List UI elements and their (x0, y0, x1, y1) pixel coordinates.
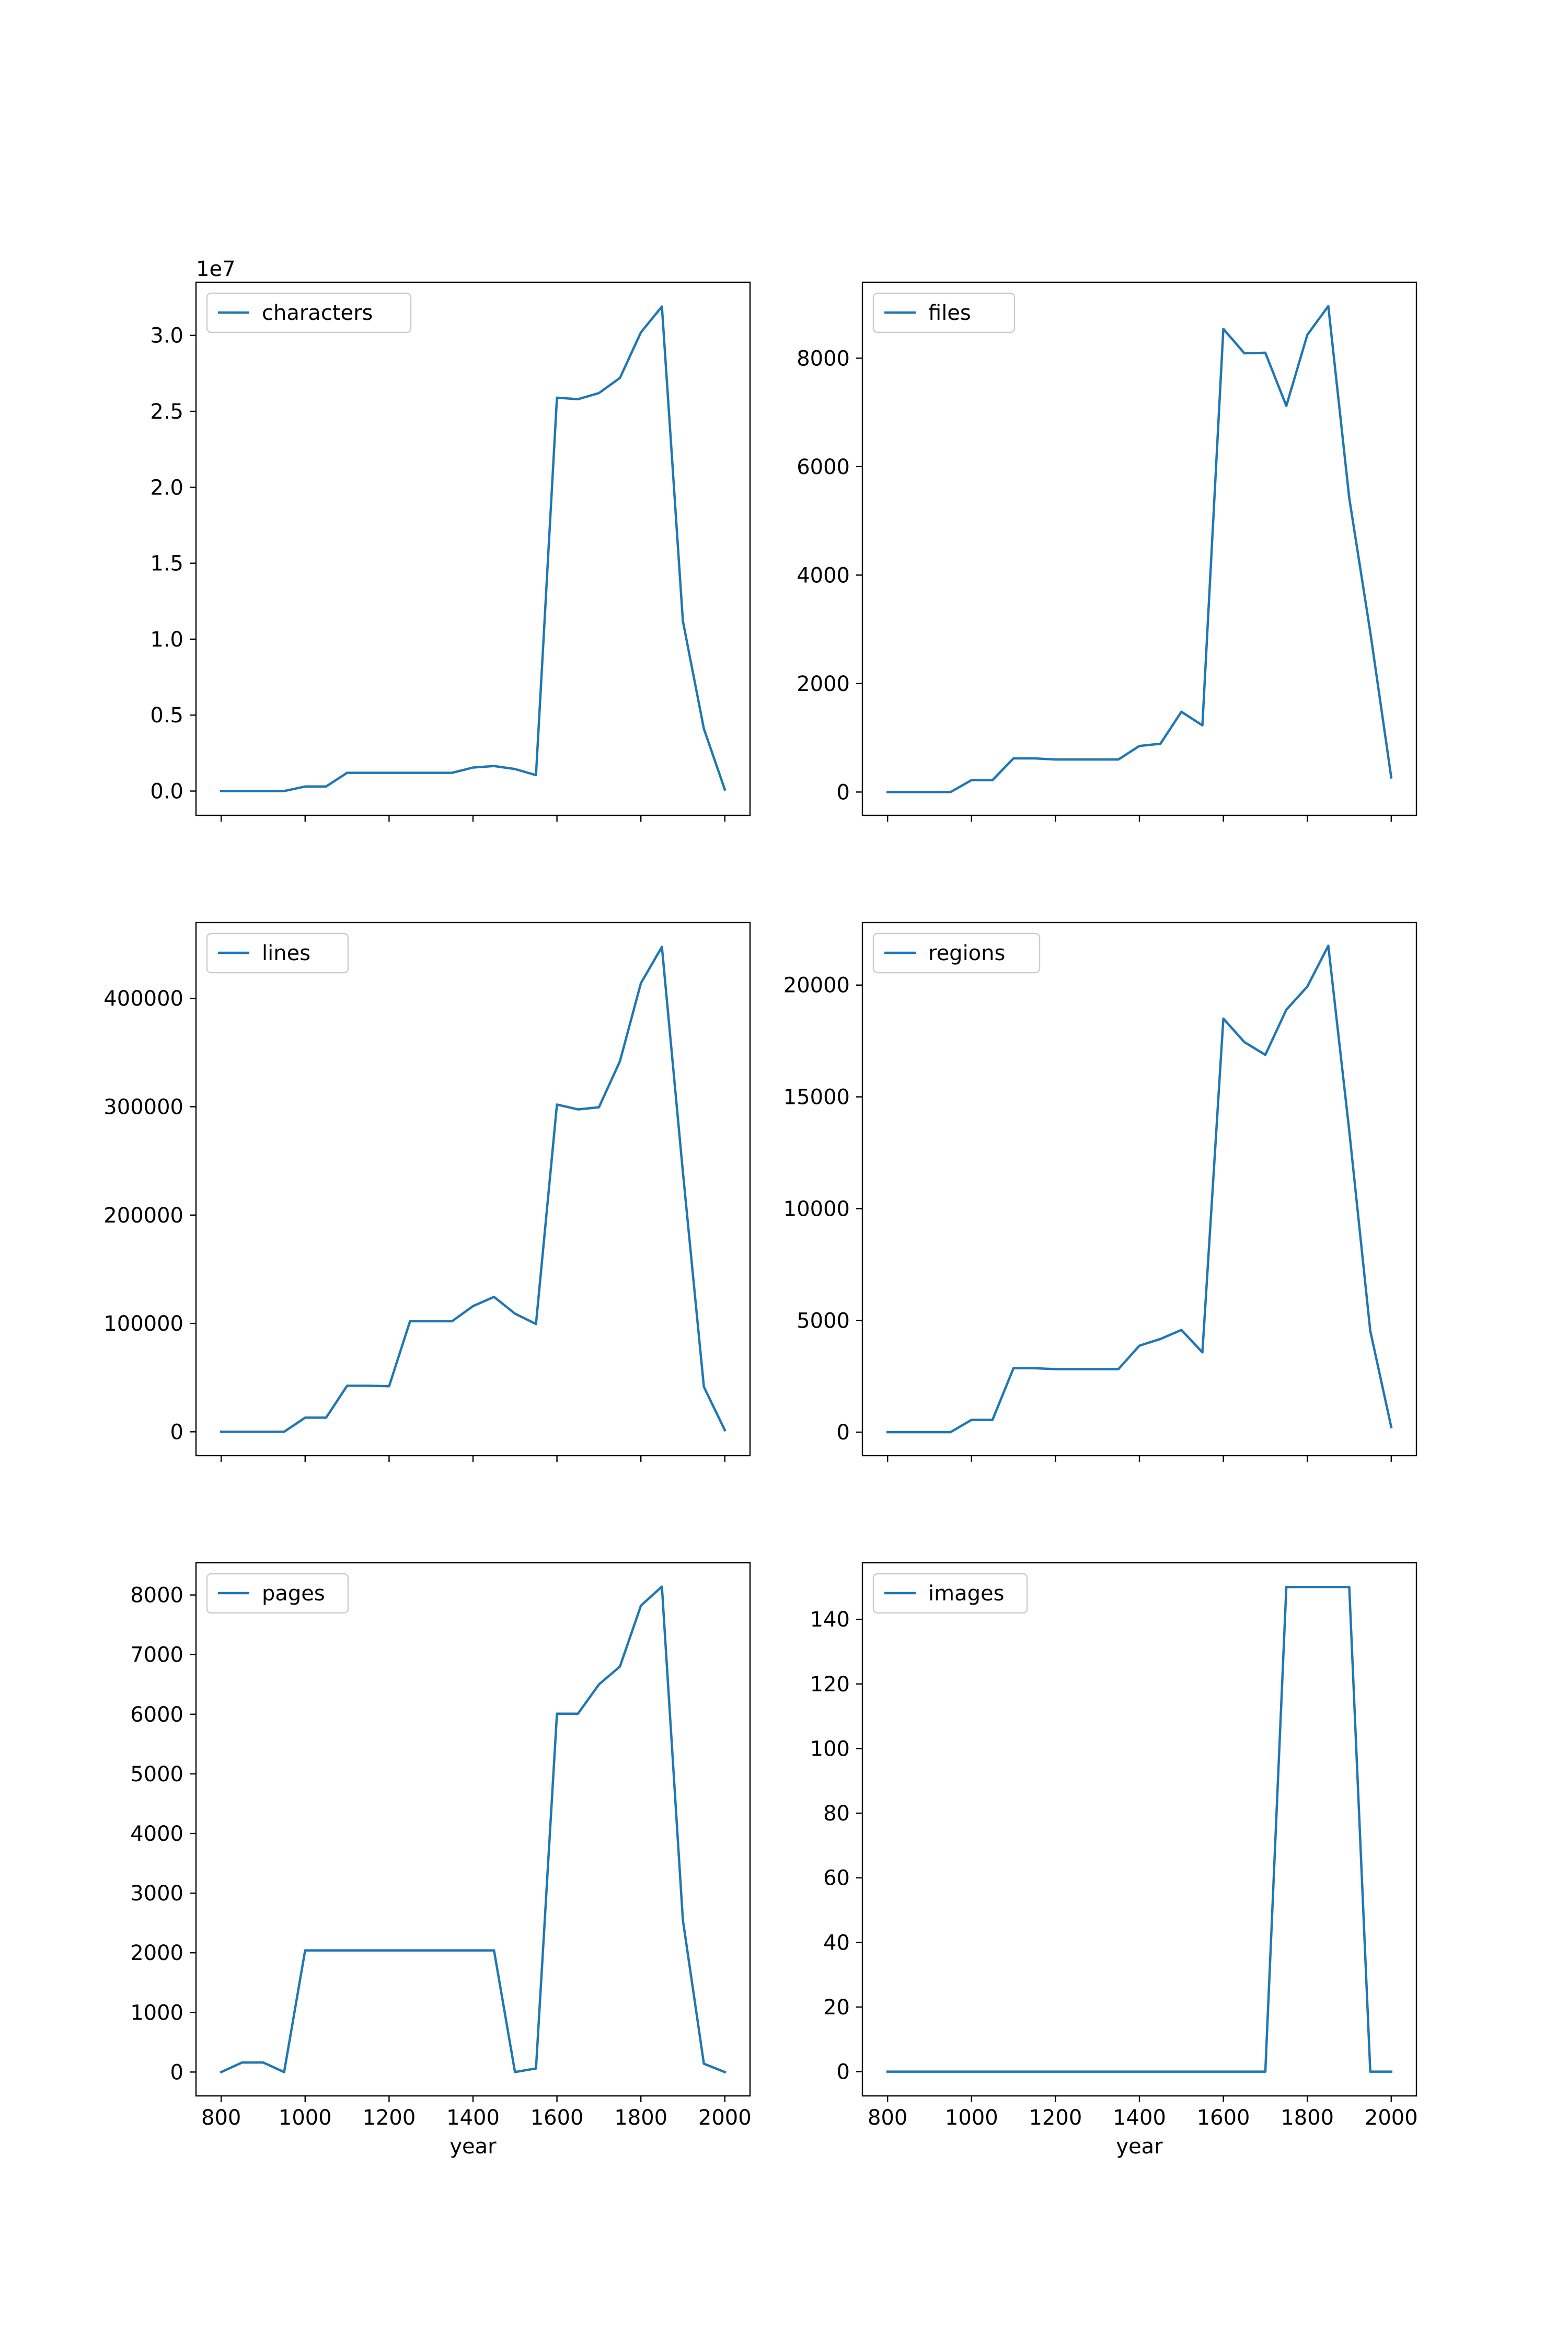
legend-label: pages (262, 1582, 325, 1606)
axes-frame (195, 921, 751, 1457)
legend-label: files (928, 301, 971, 325)
y-tick-label: 0 (837, 1421, 850, 1445)
y-offset-text: 1e7 (196, 257, 236, 281)
x-tick-label: 1600 (1197, 2106, 1250, 2130)
legend-label: characters (262, 301, 373, 325)
legend: characters (206, 292, 412, 333)
series-line-regions (886, 944, 1393, 1434)
legend-box (206, 932, 349, 974)
y-tick-label: 0 (837, 2060, 850, 2084)
y-tick-label: 0 (170, 2060, 183, 2084)
y-tick-label: 4000 (130, 1822, 183, 1846)
series-line-files (886, 305, 1393, 793)
y-tick-label: 4000 (797, 563, 850, 587)
legend: images (872, 1573, 1028, 1614)
y-tick-label: 1.5 (150, 552, 183, 576)
x-tick-label: 1000 (945, 2106, 998, 2130)
y-tick-label: 60 (823, 1866, 850, 1890)
y-tick-label: 300000 (103, 1095, 183, 1119)
y-tick-label: 6000 (797, 455, 850, 479)
x-tick-label: 800 (868, 2106, 907, 2130)
legend: lines (206, 932, 349, 974)
x-axis-label: year (449, 2135, 497, 2159)
series-line-lines (220, 946, 727, 1433)
y-tick-label: 8000 (130, 1584, 183, 1608)
x-tick-label: 1200 (1029, 2106, 1082, 2130)
subplot-images: 0 20 40 60 80 100 120 140 800 1000 1200 1400 1600 180… (810, 1562, 1418, 2159)
x-tick-label: 1200 (362, 2106, 416, 2130)
y-tick-label: 400000 (103, 987, 183, 1011)
subplot-characters: 0.0 0.5 1.0 1.5 2.0 2.5 3.0 1e7 characters (150, 257, 751, 822)
y-tick-label: 100 (810, 1737, 850, 1761)
subplot-files: 0 2000 4000 6000 8000 files (797, 281, 1417, 822)
y-tick-label: 5000 (797, 1309, 850, 1333)
y-tick-label: 80 (823, 1802, 850, 1826)
legend: files (872, 292, 1016, 333)
y-tick-label: 120 (810, 1673, 850, 1697)
y-tick-label: 0 (170, 1420, 183, 1444)
x-tick-label: 1800 (614, 2106, 667, 2130)
legend: regions (872, 932, 1041, 974)
x-tick-label: 1400 (1113, 2106, 1166, 2130)
y-tick-label: 6000 (130, 1703, 183, 1727)
y-tick-label: 20 (823, 1996, 850, 2020)
y-tick-label: 1.0 (150, 628, 183, 652)
subplot-pages: 0 1000 2000 3000 4000 5000 6000 7000 8000 800 1000… (130, 1562, 752, 2159)
series-line-pages (220, 1585, 727, 2074)
legend-box (872, 932, 1041, 974)
y-tick-label: 5000 (130, 1762, 183, 1786)
y-tick-label: 2.5 (150, 400, 183, 424)
y-tick-label: 100000 (103, 1312, 183, 1336)
axes-frame (861, 921, 1417, 1457)
legend-box (206, 292, 412, 333)
x-tick-label: 1000 (279, 2106, 332, 2130)
y-tick-label: 7000 (130, 1643, 183, 1667)
legend-box (206, 1573, 349, 1614)
x-tick-label: 2000 (1365, 2106, 1418, 2130)
y-tick-label: 3000 (130, 1882, 183, 1906)
series-line-characters (220, 305, 727, 792)
x-tick-label: 2000 (698, 2106, 752, 2130)
axes-frame (861, 1562, 1417, 2097)
x-tick-label: 1800 (1281, 2106, 1334, 2130)
axes-frame (861, 281, 1417, 816)
y-tick-label: 0 (837, 780, 850, 804)
legend-label: regions (928, 941, 1005, 965)
x-tick-label: 1400 (446, 2106, 500, 2130)
y-tick-label: 2.0 (150, 476, 183, 500)
subplot-lines: 0 100000 200000 300000 400000 lines (103, 921, 751, 1462)
y-tick-label: 8000 (797, 347, 850, 371)
y-tick-label: 0.0 (150, 780, 183, 804)
y-tick-label: 15000 (783, 1086, 850, 1110)
y-tick-label: 20000 (783, 974, 850, 998)
y-tick-label: 200000 (103, 1204, 183, 1228)
legend: pages (206, 1573, 349, 1614)
y-tick-label: 10000 (783, 1197, 850, 1221)
y-tick-label: 2000 (130, 1941, 183, 1965)
legend-label: images (928, 1582, 1004, 1606)
subplot-regions: 0 5000 10000 15000 20000 regions (783, 921, 1417, 1462)
y-tick-label: 2000 (797, 672, 850, 696)
x-axis-label: year (1116, 2135, 1163, 2159)
legend-box (872, 292, 1016, 333)
axes-frame (195, 1562, 751, 2097)
y-tick-label: 40 (823, 1931, 850, 1955)
y-tick-label: 1000 (130, 2001, 183, 2025)
y-tick-label: 3.0 (150, 324, 183, 348)
legend-box (872, 1573, 1028, 1614)
y-tick-label: 0.5 (150, 704, 183, 728)
series-line-images (886, 1586, 1393, 2073)
x-tick-label: 800 (201, 2106, 241, 2130)
axes-frame (195, 281, 751, 816)
legend-label: lines (262, 941, 310, 965)
y-tick-label: 140 (810, 1608, 850, 1632)
x-tick-label: 1600 (531, 2106, 584, 2130)
